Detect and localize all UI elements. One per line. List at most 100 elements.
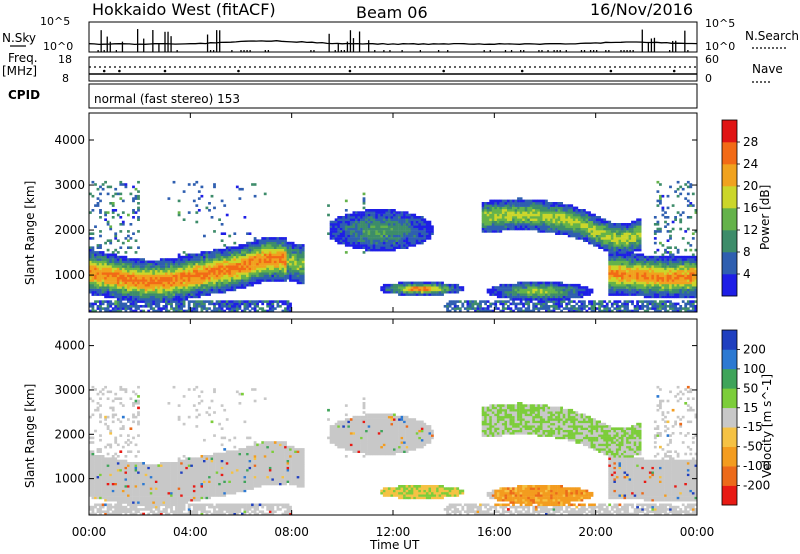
power-cell	[603, 241, 607, 245]
power-cell	[332, 237, 335, 240]
power-cell	[99, 265, 102, 268]
power-cell	[527, 298, 531, 301]
power-cell	[203, 274, 206, 278]
power-cell	[679, 269, 683, 273]
power-cell	[377, 225, 381, 228]
power-cell	[641, 262, 645, 266]
power-cell	[633, 293, 637, 296]
power-cell	[132, 232, 135, 235]
power-cell	[235, 246, 239, 249]
power-cell	[289, 302, 292, 306]
power-cell	[180, 309, 183, 313]
power-cell	[631, 244, 634, 247]
power-cell	[537, 216, 541, 219]
power-cell	[114, 272, 118, 275]
power-cell	[532, 206, 536, 210]
power-cell	[656, 290, 660, 294]
power-cell	[615, 251, 619, 254]
power-cell	[129, 223, 133, 226]
power-cell	[590, 230, 594, 233]
power-cell	[162, 272, 166, 275]
power-cell	[628, 300, 632, 303]
power-cell	[664, 269, 667, 273]
power-cell	[344, 237, 348, 240]
power-cell	[261, 255, 265, 259]
power-cell	[433, 286, 437, 289]
power-cell	[661, 258, 665, 261]
power-cell	[651, 258, 655, 261]
power-cell	[496, 202, 500, 205]
power-cell	[291, 248, 295, 252]
power-cell	[575, 211, 579, 214]
power-cell	[296, 274, 300, 278]
power-cell	[218, 286, 221, 289]
power-cell	[433, 281, 437, 285]
power-cell	[111, 307, 115, 310]
power-cell	[114, 274, 118, 278]
power-cell	[233, 288, 237, 292]
power-cell	[200, 288, 204, 292]
power-cell	[187, 286, 191, 289]
power-cell	[643, 288, 647, 292]
power-cell	[106, 274, 110, 278]
power-cell	[142, 283, 145, 287]
power-cell	[258, 272, 262, 275]
power-cell	[542, 230, 546, 233]
power-cell	[661, 260, 665, 264]
power-cell	[362, 232, 366, 235]
power-cell	[529, 298, 533, 301]
power-cell	[91, 255, 95, 259]
power-cell	[220, 248, 224, 252]
power-cell	[109, 302, 113, 306]
power-cell	[332, 232, 335, 235]
power-cell	[177, 199, 181, 203]
power-cell	[301, 244, 305, 247]
power-cell	[481, 307, 485, 310]
power-cell	[132, 197, 135, 200]
power-cell	[271, 251, 275, 254]
power-cell	[507, 202, 510, 205]
power-cell	[129, 300, 133, 303]
power-cell	[653, 288, 657, 292]
sky-tick-hi: 10^5	[40, 15, 70, 28]
power-cell	[91, 302, 95, 306]
power-cell	[200, 272, 204, 275]
power-cell	[185, 295, 189, 299]
power-cell	[403, 293, 406, 296]
freq-marker	[609, 69, 613, 73]
power-cell	[633, 244, 637, 247]
power-cell	[608, 300, 612, 303]
power-cell	[666, 288, 670, 292]
power-cell	[643, 281, 647, 285]
power-cell	[248, 267, 252, 271]
power-cell	[268, 309, 272, 313]
power-cell	[481, 216, 485, 219]
power-cell	[398, 216, 401, 219]
power-cell	[499, 290, 503, 294]
power-cell	[342, 239, 346, 242]
power-cell	[527, 286, 531, 289]
power-cell	[286, 300, 290, 303]
power-cell	[266, 309, 270, 313]
power-cell	[299, 269, 303, 273]
power-cell	[134, 269, 138, 273]
power-cell	[415, 283, 419, 287]
power-cell	[562, 204, 566, 207]
power-cell	[96, 305, 100, 308]
power-cell	[545, 218, 548, 221]
power-cell	[545, 302, 548, 306]
power-cell	[347, 225, 351, 228]
power-cell	[225, 276, 229, 280]
power-cell	[134, 281, 138, 285]
power-cell	[509, 213, 513, 217]
power-cell	[418, 232, 422, 235]
power-cell	[200, 251, 204, 254]
power-cell	[208, 255, 211, 259]
power-cell	[529, 309, 533, 313]
power-cell	[676, 309, 680, 313]
power-cell	[676, 290, 680, 294]
power-cell	[527, 225, 531, 228]
power-cell	[208, 262, 211, 266]
power-cell	[489, 230, 493, 233]
power-cell	[344, 239, 348, 242]
